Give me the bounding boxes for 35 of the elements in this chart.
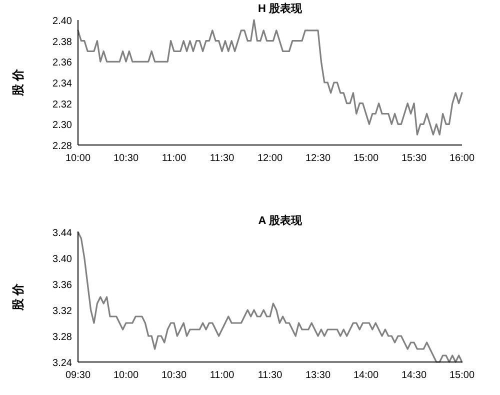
x-tick-label: 10:30	[113, 153, 139, 164]
x-tick-label: 15:00	[353, 153, 379, 164]
x-tick-label: 11:00	[210, 370, 235, 381]
y-tick-label: 2.36	[52, 58, 72, 69]
x-tick-label: 12:00	[257, 153, 283, 164]
y-tick-label: 2.38	[52, 36, 72, 48]
x-tick-label: 10:00	[65, 153, 91, 164]
x-tick-label: 15:00	[449, 370, 475, 381]
x-tick-label: 11:00	[162, 153, 187, 164]
y-tick-label: 3.44	[52, 228, 72, 239]
y-tick-label: 2.34	[52, 78, 72, 90]
x-tick-label: 13:30	[305, 370, 331, 381]
y-tick-label: 3.40	[52, 254, 72, 265]
y-tick-label: 2.28	[52, 141, 72, 152]
y-axis-title: 股 价	[11, 282, 25, 312]
x-tick-label: 14:30	[401, 370, 427, 381]
x-tick-label: 14:00	[353, 370, 379, 381]
x-tick-label: 10:00	[113, 370, 139, 381]
chart-title: H 股表现	[258, 2, 303, 15]
chart-title: A 股表现	[258, 214, 303, 227]
y-tick-label: 3.28	[52, 332, 72, 343]
y-tick-label: 3.24	[52, 358, 72, 369]
x-tick-label: 12:30	[305, 153, 331, 164]
y-axis-title: 股 价	[11, 68, 25, 98]
x-tick-label: 10:30	[161, 370, 187, 381]
x-tick-label: 11:30	[210, 153, 235, 164]
y-tick-label: 2.40	[52, 16, 72, 27]
y-tick-label: 2.30	[52, 120, 72, 132]
x-tick-label: 15:30	[401, 153, 427, 164]
x-tick-label: 11:30	[258, 370, 283, 381]
y-tick-label: 3.32	[52, 306, 72, 317]
x-tick-label: 09:30	[65, 370, 91, 381]
y-tick-label: 3.36	[52, 280, 72, 291]
x-tick-label: 16:00	[449, 153, 475, 164]
y-tick-label: 2.32	[52, 99, 72, 110]
